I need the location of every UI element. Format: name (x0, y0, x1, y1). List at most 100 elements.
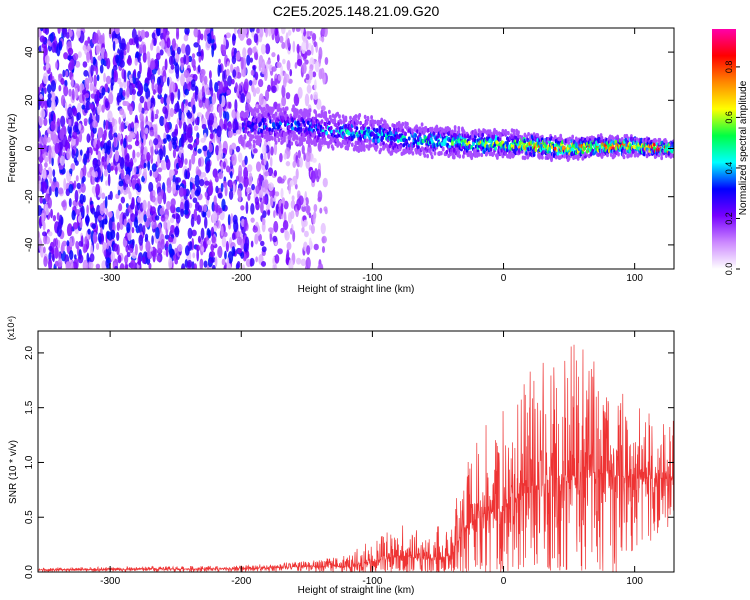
noise-cell (150, 42, 154, 51)
signal-cell (271, 127, 274, 133)
noise-cell (69, 168, 73, 175)
noise-cell (170, 64, 175, 70)
noise-cell (41, 168, 47, 180)
noise-cell (73, 254, 77, 260)
noise-cell (271, 85, 277, 94)
signal-cell (660, 155, 664, 161)
noise-cell (191, 53, 196, 59)
noise-cell (151, 109, 154, 123)
signal-cell (320, 119, 324, 124)
noise-cell (273, 142, 278, 156)
noise-cell (213, 195, 217, 206)
signal-cell (292, 104, 295, 109)
noise-cell (318, 46, 323, 60)
noise-cell (308, 237, 312, 249)
noise-cell (77, 254, 84, 264)
noise-cell (321, 235, 327, 244)
noise-cell (254, 71, 259, 81)
noise-cell (91, 174, 96, 186)
noise-cell (192, 142, 197, 148)
noise-cell (259, 28, 264, 38)
noise-cell (223, 118, 228, 131)
noise-cell (62, 28, 67, 38)
noise-cell (140, 142, 144, 155)
noise-cell (175, 213, 181, 224)
noise-cell (68, 117, 72, 128)
noise-cell (169, 107, 174, 118)
noise-cell (256, 28, 261, 34)
signal-cell (453, 125, 457, 130)
noise-cell (65, 261, 71, 269)
signal-cell (325, 130, 329, 136)
spectrogram-x-ticks: -300 -200 -100 0 100 (100, 28, 643, 284)
noise-cell (313, 243, 319, 251)
noise-cell (41, 212, 45, 226)
noise-cell (180, 263, 186, 269)
noise-cell (139, 61, 142, 75)
y-tick-label: 0.0 (24, 565, 35, 579)
noise-cell (136, 151, 140, 158)
signal-cell (381, 135, 385, 141)
noise-cell (175, 184, 181, 191)
noise-cell (293, 93, 300, 107)
noise-cell (246, 187, 252, 194)
signal-cell (583, 146, 586, 151)
noise-cell (237, 248, 243, 254)
noise-cell (191, 229, 197, 237)
noise-cell (180, 208, 185, 217)
noise-cell (301, 227, 305, 233)
noise-cell (95, 122, 98, 128)
noise-cell (91, 223, 97, 230)
noise-cell (212, 131, 216, 144)
signal-cell (252, 143, 256, 149)
noise-cell (54, 187, 59, 198)
noise-cell (235, 82, 238, 91)
signal-cell (430, 154, 434, 160)
noise-cell (312, 71, 317, 78)
noise-cell (274, 28, 279, 37)
noise-cell (155, 28, 161, 37)
signal-cell (257, 141, 261, 146)
noise-cell (104, 151, 108, 162)
noise-cell (137, 255, 142, 266)
noise-cell (38, 136, 45, 145)
noise-cell (286, 60, 291, 71)
signal-cell (510, 134, 514, 140)
noise-cell (142, 153, 146, 161)
noise-cell (46, 97, 53, 108)
noise-cell (183, 69, 190, 79)
noise-cell (276, 54, 280, 63)
signal-cell (333, 118, 337, 124)
noise-cell (180, 133, 184, 147)
noise-cell (177, 244, 183, 252)
noise-cell (138, 223, 143, 234)
noise-cell (200, 33, 204, 41)
noise-cell (106, 162, 112, 174)
noise-cell (164, 214, 169, 221)
noise-cell (269, 227, 274, 235)
noise-cell (138, 234, 144, 246)
signal-cell (445, 149, 449, 155)
noise-cell (55, 61, 58, 69)
noise-cell (94, 176, 99, 183)
noise-cell (297, 149, 301, 159)
noise-cell (231, 109, 237, 119)
noise-cell (97, 150, 102, 162)
signal-cell (315, 113, 318, 118)
signal-cell (246, 110, 250, 115)
noise-cell (118, 116, 122, 125)
noise-cell (202, 145, 208, 152)
noise-cell (205, 162, 210, 174)
noise-cell (305, 39, 309, 51)
noise-cell (230, 142, 237, 150)
signal-cell (527, 132, 530, 137)
noise-cell (201, 123, 207, 130)
noise-cell (117, 189, 121, 196)
signal-cell (327, 109, 331, 115)
noise-cell (94, 163, 100, 174)
noise-cell (292, 40, 296, 53)
noise-cell (175, 52, 180, 63)
noise-cell (124, 101, 129, 107)
noise-cell (39, 35, 46, 43)
noise-cell (176, 46, 181, 55)
